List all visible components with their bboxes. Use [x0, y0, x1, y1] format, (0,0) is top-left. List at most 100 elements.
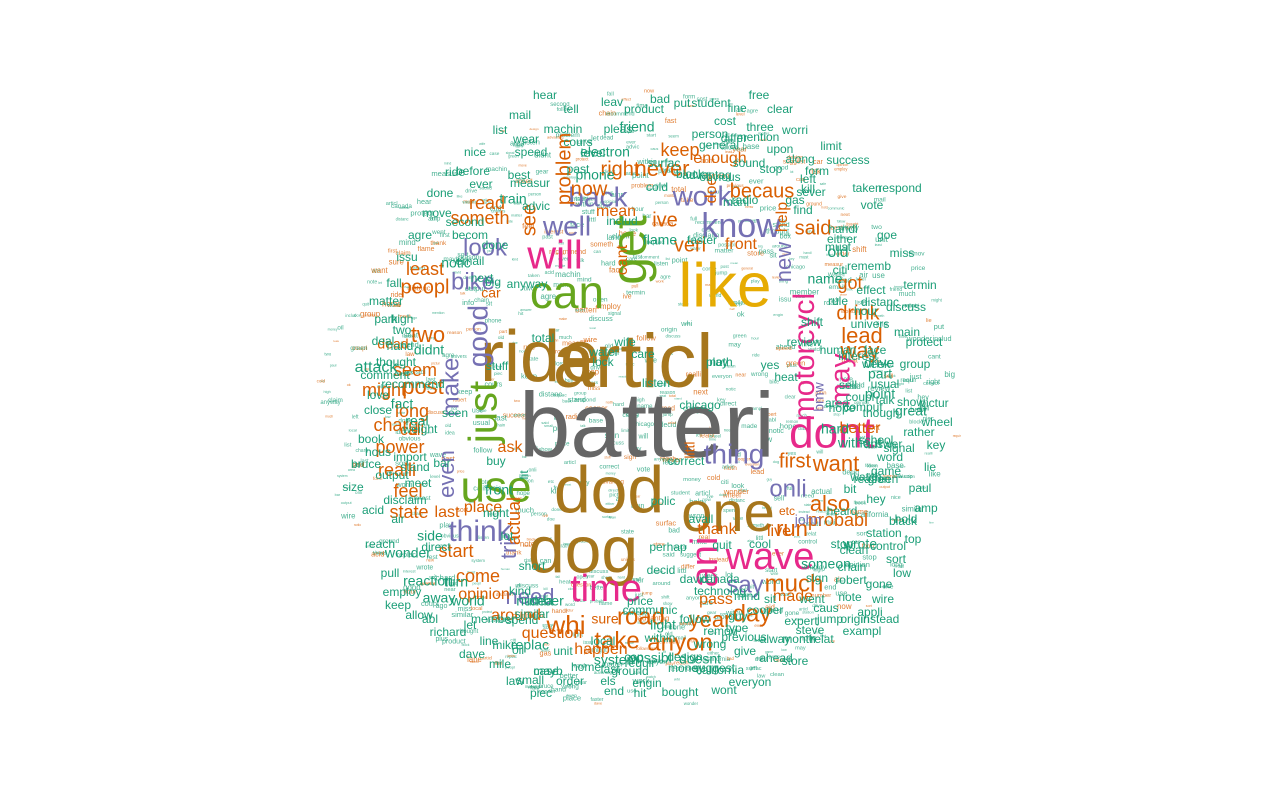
cloud-word: best	[508, 168, 531, 182]
filler-word: lie	[837, 427, 843, 433]
filler-word: bad	[668, 528, 680, 535]
filler-word: matter	[715, 248, 735, 255]
filler-word: ever	[720, 612, 727, 616]
filler-word: mail	[874, 196, 886, 203]
filler-word: watch	[646, 675, 656, 679]
cloud-word: heard	[827, 504, 858, 518]
filler-word: come	[898, 465, 906, 469]
filler-word: chain	[555, 251, 564, 256]
cloud-word: becaus	[730, 180, 795, 202]
filler-word: left	[352, 415, 359, 421]
filler-word: success	[503, 412, 528, 419]
cloud-word: polic	[651, 494, 676, 508]
filler-word: also	[747, 539, 754, 543]
filler-word: watch	[521, 474, 531, 478]
filler-word: radio	[624, 171, 636, 177]
filler-word: first	[820, 634, 826, 638]
filler-word: fine	[801, 340, 813, 349]
cloud-word: bought	[662, 685, 699, 699]
filler-word: thought	[846, 222, 858, 226]
filler-word: lot	[790, 170, 793, 174]
cloud-word: lead	[841, 323, 883, 348]
filler-word: wrote	[396, 411, 405, 415]
filler-word: handl	[803, 521, 820, 528]
filler-word: around	[772, 244, 788, 250]
cloud-word: doesnt	[679, 651, 721, 667]
filler-word: work	[631, 677, 650, 686]
filler-word: previous	[738, 219, 751, 223]
filler-word: expert	[653, 570, 663, 574]
filler-word: get	[750, 665, 758, 671]
filler-word: state	[526, 356, 538, 362]
cloud-word: mani	[723, 195, 749, 209]
filler-word: new	[426, 558, 435, 563]
filler-word: two	[871, 224, 882, 231]
filler-word: yes	[788, 451, 797, 457]
filler-word: wave	[429, 452, 446, 459]
cloud-word: advic	[522, 199, 550, 213]
filler-word: talk	[576, 258, 584, 264]
filler-word: bmw	[910, 405, 927, 414]
filler-word: batteri	[575, 305, 597, 314]
filler-word: tell	[696, 432, 703, 438]
filler-word: last	[494, 413, 507, 422]
cloud-word: wave	[725, 536, 815, 578]
filler-word: vote	[733, 516, 744, 522]
cloud-word: design	[667, 650, 702, 664]
filler-word: sound	[479, 186, 492, 191]
filler-word: know	[419, 481, 428, 486]
filler-word: clear	[795, 294, 806, 300]
cloud-word: low	[893, 566, 911, 580]
cloud-word: new	[771, 242, 796, 282]
cloud-word: canada	[700, 572, 740, 586]
filler-word: surfac	[602, 515, 612, 519]
filler-word: david	[453, 271, 462, 275]
filler-word: recommend	[695, 220, 723, 226]
cloud-word: two	[393, 323, 412, 337]
filler-word: speed	[515, 178, 533, 185]
cloud-word: dod	[554, 452, 664, 526]
filler-word: sort	[457, 251, 468, 258]
filler-word: start	[765, 567, 777, 574]
filler-word: bought	[460, 629, 479, 635]
filler-word: air	[616, 494, 625, 503]
filler-word: play	[665, 661, 674, 666]
filler-word: gear	[536, 168, 550, 175]
cloud-word: weight	[402, 422, 438, 436]
filler-word: anyon	[686, 596, 701, 602]
cloud-word: without	[837, 435, 882, 451]
filler-word: case	[489, 151, 499, 156]
filler-word: green	[508, 153, 519, 158]
filler-word: even	[566, 694, 577, 700]
filler-word: point	[672, 256, 688, 265]
filler-word: listen	[523, 137, 540, 146]
filler-word: follow	[636, 334, 656, 343]
filler-word: car	[852, 540, 860, 546]
filler-word: claim	[396, 250, 411, 257]
filler-word: around	[652, 581, 670, 587]
filler-word: control	[798, 539, 817, 546]
filler-word: within	[636, 157, 657, 166]
filler-word: look	[731, 483, 744, 490]
filler-word: ive	[623, 294, 632, 301]
filler-word: limit	[621, 428, 629, 433]
filler-word: lot	[725, 570, 733, 579]
filler-word: around	[513, 412, 528, 418]
filler-word: group	[574, 391, 587, 397]
filler-word: chain	[474, 297, 489, 304]
cloud-word: mean	[596, 203, 636, 220]
cloud-word: key	[927, 438, 946, 452]
filler-word: articl	[695, 490, 710, 498]
cloud-word: whi	[545, 610, 585, 640]
filler-word: within	[575, 202, 594, 209]
filler-word: fall	[530, 686, 537, 692]
cloud-word: say	[726, 571, 763, 598]
filler-word: hey	[917, 393, 929, 401]
filler-word: done	[463, 275, 474, 281]
filler-word: miss	[458, 606, 473, 613]
filler-word: general	[763, 609, 783, 615]
cloud-word: fine	[727, 101, 747, 115]
filler-word: work	[760, 138, 767, 142]
filler-word: rule	[523, 342, 535, 351]
filler-word: want	[647, 646, 658, 652]
